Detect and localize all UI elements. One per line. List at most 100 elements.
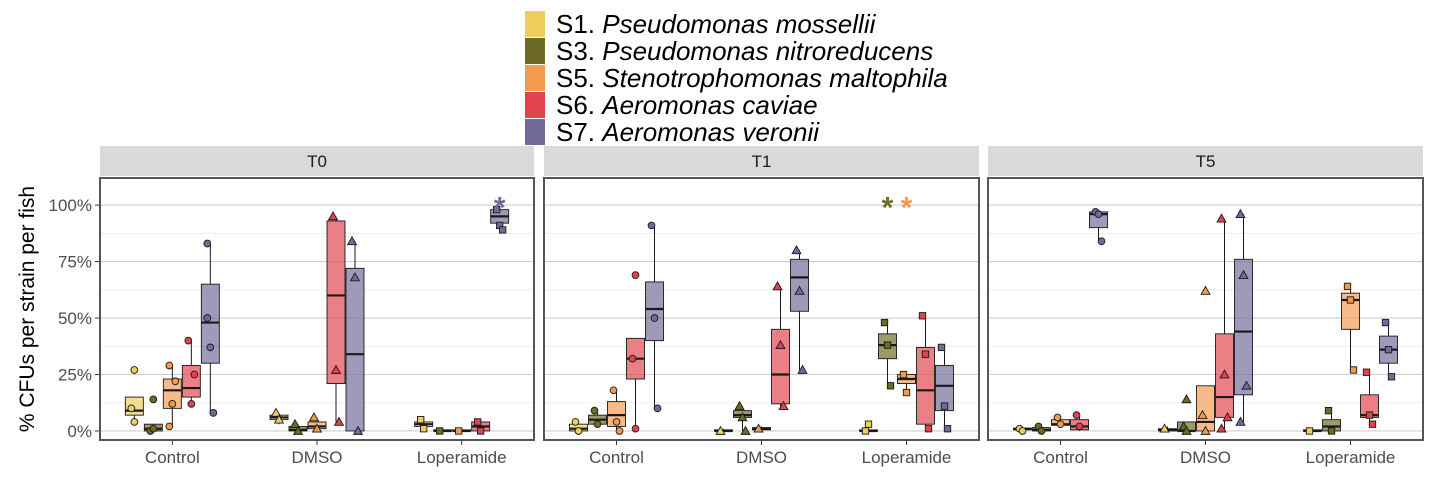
data-point	[1349, 366, 1358, 374]
data-point	[352, 425, 364, 435]
box	[1341, 292, 1360, 330]
box	[345, 267, 365, 432]
box-strain-0	[859, 420, 878, 435]
data-point	[1381, 318, 1390, 327]
data-point	[499, 226, 507, 234]
box-strain-0	[569, 418, 588, 435]
data-point	[1056, 420, 1065, 429]
data-point	[1094, 210, 1103, 218]
outlier-point	[1200, 285, 1211, 295]
data-point	[417, 416, 425, 424]
box-strain-3	[1360, 368, 1379, 428]
x-tick-label: Control	[145, 448, 200, 467]
data-point	[653, 404, 662, 413]
data-point	[737, 412, 748, 422]
box	[326, 220, 346, 384]
outlier-point	[1181, 394, 1192, 404]
data-point	[1343, 282, 1352, 291]
data-point	[615, 427, 624, 435]
data-point	[628, 354, 637, 363]
legend-key-2	[525, 65, 545, 91]
data-point	[130, 418, 139, 426]
box-strain-3	[181, 336, 201, 408]
strip-label: T1	[752, 152, 772, 171]
box-strain-3	[771, 281, 790, 410]
y-tick-label: 100%	[49, 196, 92, 215]
data-point	[206, 343, 215, 352]
box-strain-4	[1234, 208, 1253, 426]
strip-label: T0	[307, 152, 327, 171]
y-tick-label: 25%	[58, 366, 92, 385]
significance-asterisk: *	[882, 192, 894, 225]
box-strain-2	[752, 423, 771, 433]
data-point	[1159, 423, 1170, 433]
outlier-point	[149, 395, 158, 404]
box-strain-4	[1379, 318, 1398, 381]
box-strain-3	[626, 271, 645, 433]
strip-T1	[544, 146, 979, 176]
data-point	[609, 386, 618, 395]
data-point	[184, 336, 193, 345]
box-strain-4	[790, 244, 809, 374]
box-strain-4	[1089, 208, 1108, 246]
data-point	[794, 285, 805, 295]
data-point	[883, 341, 892, 349]
data-point	[474, 418, 482, 426]
x-tick-label: Control	[589, 448, 644, 467]
data-point	[1053, 413, 1062, 422]
group-DMSO	[1158, 208, 1253, 435]
strip-label: T5	[1196, 152, 1216, 171]
box	[200, 283, 220, 364]
group-Control	[124, 239, 220, 435]
legend-label-3: S6. Aeromonas caviae	[556, 90, 818, 120]
data-point	[203, 314, 212, 322]
x-tick-label: DMSO	[736, 448, 787, 467]
data-point	[308, 412, 320, 422]
box-strain-1	[878, 318, 897, 390]
data-point	[187, 400, 196, 408]
data-point	[1181, 425, 1192, 435]
y-tick-label: 75%	[58, 253, 92, 272]
box-strain-1	[433, 427, 453, 435]
box-strain-1	[288, 418, 308, 435]
group-Loperamide	[1303, 282, 1398, 435]
box-strain-2	[897, 370, 916, 397]
box-strain-2	[307, 412, 327, 433]
data-point	[1346, 296, 1355, 304]
box	[645, 281, 664, 342]
data-point	[772, 281, 783, 291]
box-strain-2	[452, 427, 472, 435]
box-strain-4	[345, 235, 365, 435]
box-strain-4	[935, 343, 954, 433]
data-point	[1216, 213, 1227, 223]
data-point	[1384, 346, 1393, 354]
data-point	[149, 424, 158, 433]
box-strain-3	[916, 312, 935, 433]
data-point	[1235, 416, 1246, 426]
box-strain-3	[1215, 213, 1234, 433]
legend-label-4: S7. Aeromonas veronii	[556, 117, 820, 147]
data-point	[346, 235, 358, 246]
legend-key-0	[525, 11, 545, 37]
data-point	[880, 318, 889, 327]
data-point	[165, 361, 174, 370]
data-point	[1305, 427, 1314, 435]
box	[1196, 385, 1215, 432]
data-point	[165, 422, 174, 431]
data-point	[650, 314, 659, 322]
box-strain-0	[269, 407, 289, 425]
panel-border	[543, 177, 980, 441]
box-strain-2	[607, 386, 626, 435]
box-strain-1	[1177, 394, 1196, 435]
group-DMSO	[269, 211, 365, 435]
box-strain-1	[733, 400, 752, 435]
box	[790, 258, 809, 312]
box-strain-1	[1032, 422, 1051, 435]
box-strain-0	[1303, 427, 1322, 435]
data-point	[937, 343, 946, 352]
group-DMSO	[714, 244, 809, 435]
data-point	[715, 425, 726, 435]
data-point	[734, 400, 745, 410]
data-point	[1238, 269, 1249, 279]
